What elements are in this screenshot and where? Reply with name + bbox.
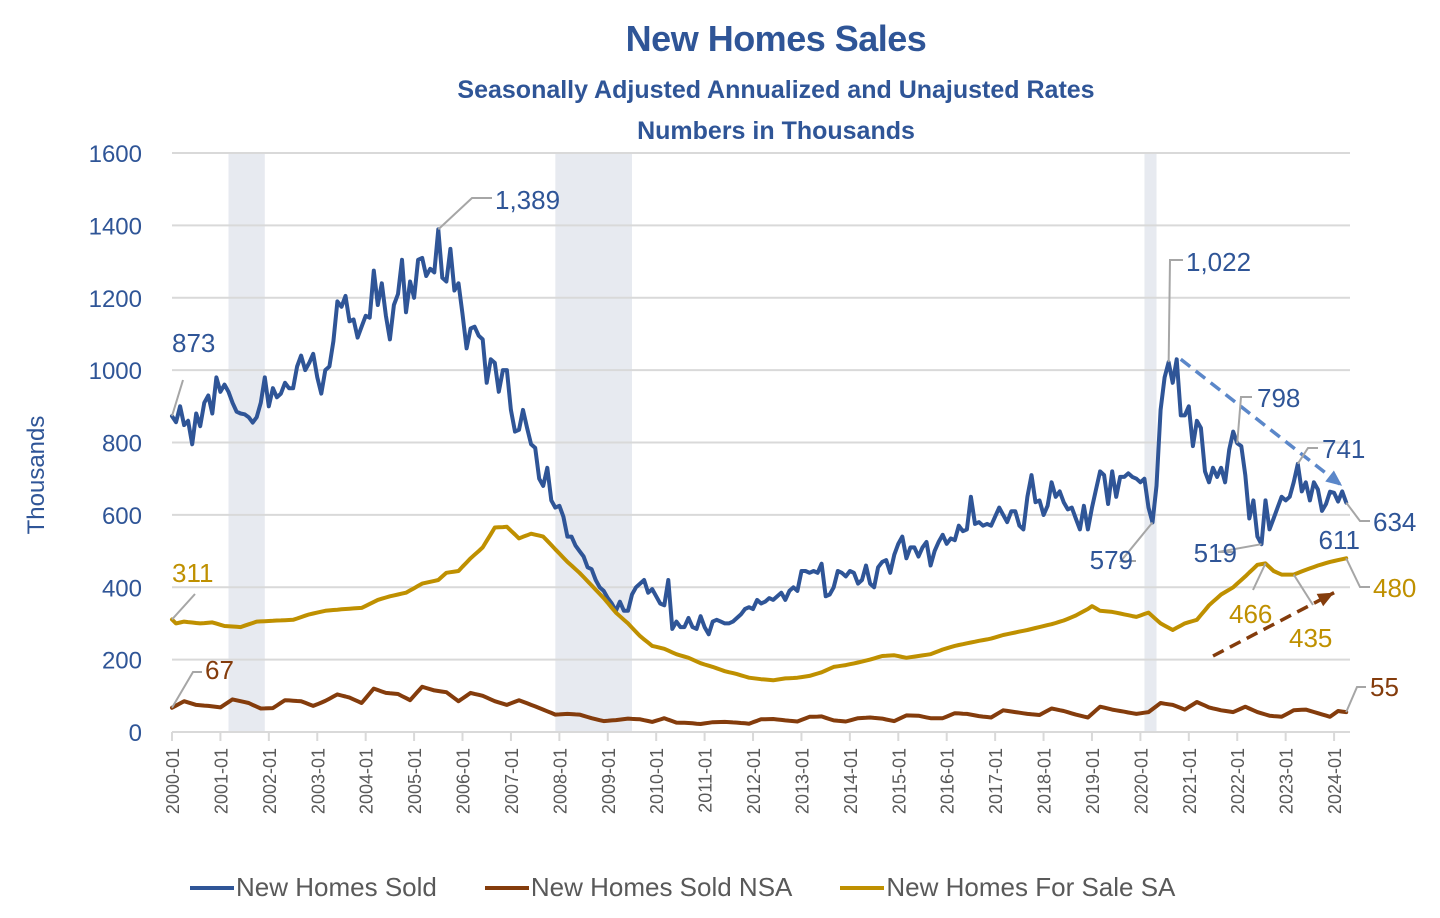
legend: New Homes Sold New Homes Sold NSA New Ho… [190,872,1223,903]
sales-downtrend-arrowhead [1325,470,1343,486]
inventory-uptrend-arrow [1212,591,1335,658]
x-tick-label: 2001-01 [211,748,231,814]
y-tick-label: 0 [129,720,142,747]
x-tick-label: 2005-01 [405,748,425,814]
x-tick-label: 2002-01 [260,748,280,814]
legend-label: New Homes Sold [236,872,437,902]
series-lines [170,227,1349,726]
y-tick-label: 1000 [89,358,142,385]
annotation-leader-line [1345,557,1370,588]
data-label: 1,389 [495,185,560,215]
y-tick-label: 800 [102,431,142,458]
x-tick-label: 2017-01 [986,748,1006,814]
annotation-leader-line [1236,396,1252,444]
chart-subtitle-2: Numbers in Thousands [637,117,915,145]
x-tick-label: 2023-01 [1277,748,1297,814]
legend-item-new-homes-sold-nsa[interactable]: New Homes Sold NSA [484,872,793,903]
y-axis-ticks: 0 200 400 600 800 1000 1200 1400 1600 [89,141,142,747]
data-label: 873 [172,328,215,358]
y-tick-label: 200 [102,648,142,675]
annotation-leader-line [171,593,196,621]
y-axis-label: Thousands [23,416,50,535]
x-tick-label: 2021-01 [1180,748,1200,814]
x-tick-label: 2006-01 [454,748,474,814]
data-label: 466 [1229,599,1272,629]
y-tick-label: 400 [102,575,142,602]
data-label: 480 [1373,573,1416,603]
trend-arrows [1179,357,1344,658]
annotation-leader-line [171,671,202,709]
x-tick-label: 2009-01 [599,748,619,814]
data-label: 67 [205,655,234,685]
x-tick-label: 2011-01 [696,748,716,813]
data-label: 55 [1370,672,1399,702]
annotation-leader-line [171,379,184,417]
legend-swatch [840,885,885,890]
data-label: 311 [172,558,213,588]
inventory-uptrend-arrowhead [1316,592,1335,607]
annotation-leader-line [1296,447,1318,465]
data-label: 1,022 [1186,247,1251,277]
annotation-leader-line [1252,562,1267,591]
annotation-leader-line [1167,259,1183,363]
y-tick-label: 1200 [89,286,142,313]
x-tick-label: 2000-01 [163,748,183,814]
series-line-new-homes-for-sale-sa [170,524,1349,683]
x-tick-label: 2014-01 [841,748,861,814]
data-label: 519 [1194,538,1237,568]
legend-swatch [484,885,529,890]
y-tick-label: 600 [102,503,142,530]
chart-title: New Homes Sales [625,18,927,59]
x-tick-label: 2012-01 [744,748,764,814]
x-tick-label: 2016-01 [938,748,958,814]
legend-swatch [190,885,234,890]
x-tick-label: 2024-01 [1325,748,1345,814]
sales-downtrend-arrow [1179,357,1344,488]
x-tick-label: 2004-01 [357,748,377,814]
x-tick-label: 2008-01 [550,748,570,814]
data-label: 435 [1289,623,1332,653]
legend-label: New Homes Sold NSA [530,872,793,902]
gridlines [172,152,1350,733]
annotation-leader-line [1345,686,1366,713]
data-label: 611 [1319,525,1360,555]
data-label: 741 [1322,434,1365,464]
annotation-leader-line [1292,574,1314,606]
x-tick-label: 2018-01 [1035,748,1055,814]
x-tick-label: 2013-01 [792,748,812,814]
annotation-leader-line [437,197,492,231]
annotation-leader-line [1345,501,1370,522]
data-label: 634 [1373,507,1416,537]
x-axis-ticks: 2000-01 2001-01 2002-01 2003-01 2004-01 2005-… [163,732,1345,814]
data-labels: 873 1,389 1,022 579 798 519 741 611 634 311 466 435… [171,185,1416,713]
x-tick-label: 2019-01 [1083,748,1103,814]
x-tick-label: 2003-01 [308,748,328,814]
annotation-leader-line [1118,521,1154,562]
x-tick-label: 2022-01 [1228,748,1248,814]
series-line-new-homes-sold-nsa [170,684,1349,726]
x-tick-label: 2010-01 [647,748,667,814]
data-label: 579 [1090,545,1133,575]
legend-item-new-homes-sold[interactable]: New Homes Sold [190,872,437,903]
annotation-leader-line [1217,543,1262,553]
x-tick-label: 2015-01 [889,748,909,814]
legend-item-new-homes-for-sale-sa[interactable]: New Homes For Sale SA [840,872,1175,903]
x-tick-label: 2020-01 [1131,748,1151,814]
series-line-new-homes-sold [170,227,1349,637]
y-tick-label: 1400 [89,213,142,240]
x-tick-label: 2007-01 [502,748,522,814]
legend-label: New Homes For Sale SA [886,872,1176,902]
y-tick-label: 1600 [89,141,142,168]
data-label: 798 [1257,383,1300,413]
chart-subtitle: Seasonally Adjusted Annualized and Unaju… [457,76,1095,104]
